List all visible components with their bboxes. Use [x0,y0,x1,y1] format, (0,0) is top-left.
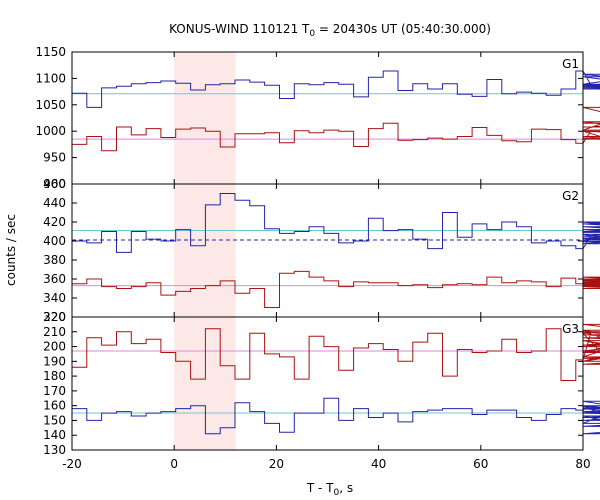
series-line [72,323,600,381]
y-tick-label: 340 [43,291,66,305]
y-tick-label: 320 [43,310,66,324]
x-tick-label: 0 [170,457,178,471]
panel-label: G3 [562,322,579,336]
y-tick-label: 210 [43,325,66,339]
y-tick-label: 200 [43,340,66,354]
y-tick-label: 220 [43,310,66,324]
y-tick-label: 950 [43,151,66,165]
x-tick-label: 60 [473,457,488,471]
chart-title: KONUS-WIND 110121 T0 = 20430s UT (05:40:… [169,22,491,39]
y-tick-label: 160 [43,399,66,413]
y-tick-label: 460 [43,177,66,191]
series-line [72,397,600,435]
shaded-interval [174,52,236,184]
y-tick-label: 180 [43,369,66,383]
shaded-interval [174,184,236,317]
panel-label: G2 [562,189,579,203]
x-tick-label: 80 [575,457,590,471]
y-axis-label: counts / sec [4,214,18,286]
shaded-interval [174,317,236,450]
y-tick-label: 400 [43,234,66,248]
y-tick-label: 190 [43,354,66,368]
y-tick-label: 1050 [35,98,66,112]
x-tick-label: 40 [371,457,386,471]
y-tick-label: 440 [43,196,66,210]
y-tick-label: 150 [43,413,66,427]
y-tick-label: 360 [43,272,66,286]
x-tick-label: -20 [62,457,82,471]
y-tick-label: 170 [43,384,66,398]
panel-frame [71,183,584,318]
panel-label: G1 [562,57,579,71]
y-tick-label: 130 [43,443,66,457]
panel-frame [71,316,584,451]
x-tick-label: 20 [269,457,284,471]
y-tick-label: 1000 [35,124,66,138]
x-axis-label: T - T0, s [306,481,353,498]
y-tick-label: 1150 [35,45,66,59]
series-line [72,106,600,152]
y-tick-label: 1100 [35,71,66,85]
panel-frame [71,51,584,185]
series-line [72,70,600,108]
y-tick-label: 420 [43,215,66,229]
y-tick-label: 900 [43,177,66,191]
series-line [72,270,600,308]
series-line [72,193,600,253]
y-tick-label: 380 [43,253,66,267]
y-tick-label: 140 [43,428,66,442]
